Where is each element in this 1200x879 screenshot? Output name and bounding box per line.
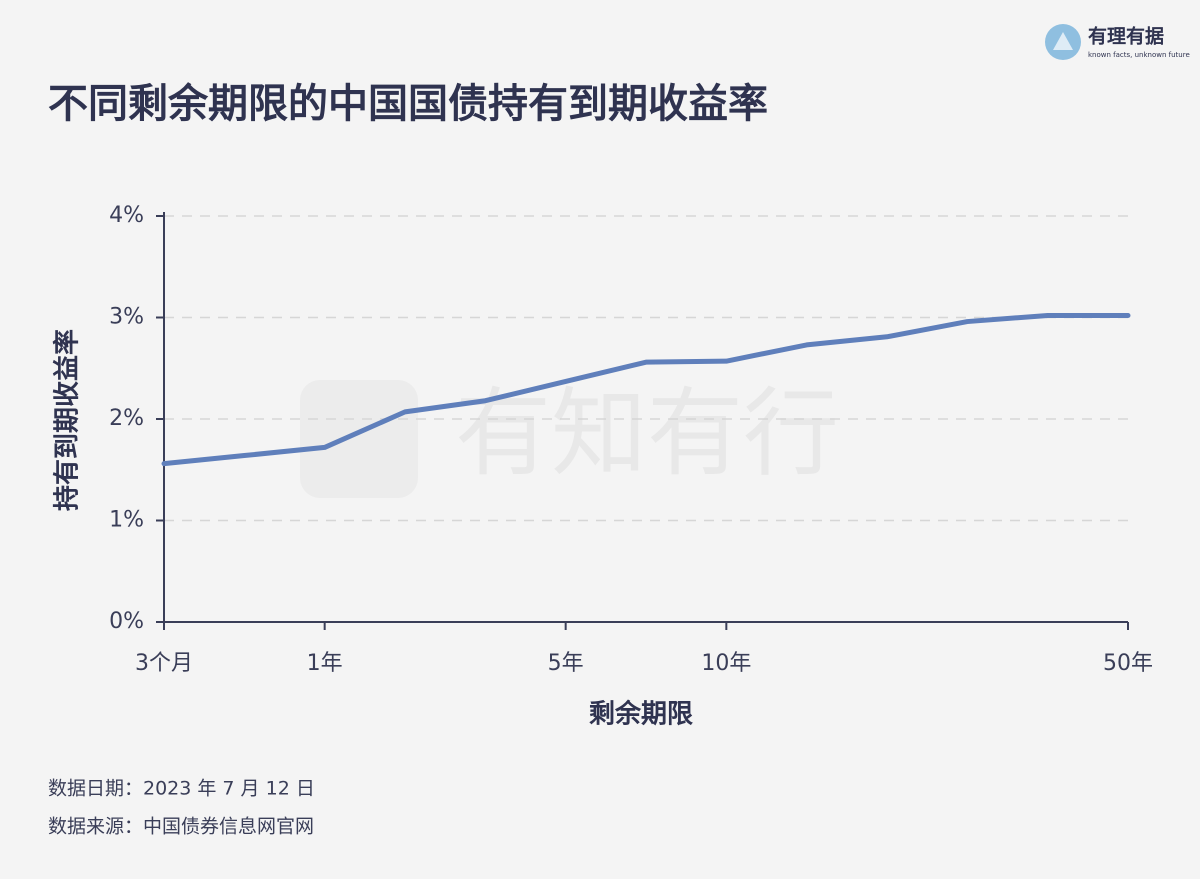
x-tick-label: 3个月	[135, 651, 193, 676]
note: 数据日期：2023 年 7 月 12 日	[48, 778, 315, 800]
brand-name: 有理有据	[1088, 25, 1164, 48]
note: 数据来源：中国债券信息网官网	[48, 816, 314, 838]
x-tick-label: 5年	[548, 651, 584, 676]
y-tick-label: 0%	[109, 609, 144, 634]
y-tick-label: 4%	[109, 203, 144, 228]
line	[161, 312, 1131, 467]
brand-slogan: known facts, unknown future	[1088, 51, 1190, 59]
logo-mark	[1053, 32, 1073, 50]
x-tick-label: 1年	[307, 651, 343, 676]
y-tick-label: 3%	[109, 305, 144, 330]
y-axis-label: 持有到期收益率	[52, 329, 83, 511]
y-tick-label: 2%	[109, 406, 144, 431]
y-tick-label: 1%	[109, 508, 144, 533]
x-tick-label: 10年	[701, 651, 751, 676]
watermark-icon	[300, 380, 418, 498]
x-axis-label: 剩余期限	[589, 699, 693, 730]
x-tick-label: 50年	[1103, 651, 1153, 676]
chart-title: 不同剩余期限的中国国债持有到期收益率	[48, 81, 768, 127]
watermark: 有知有行	[455, 377, 839, 489]
